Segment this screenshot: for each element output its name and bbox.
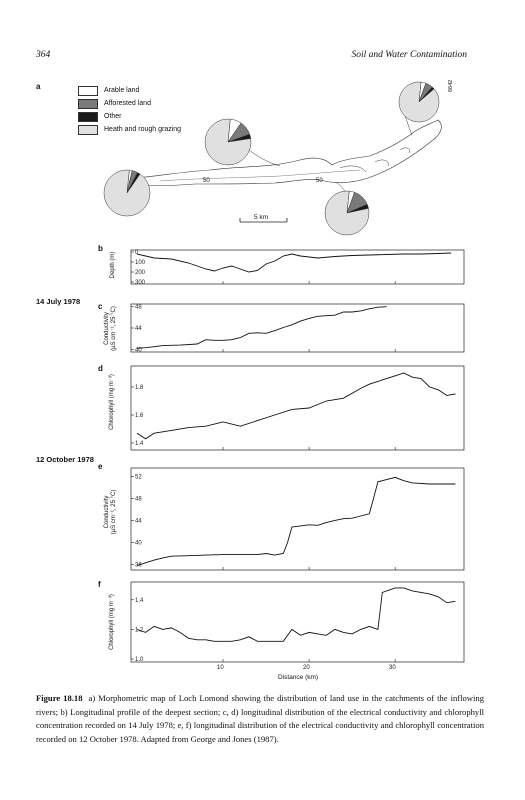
y-tick-label: 1.6 <box>135 413 144 419</box>
y-tick-label: 44 <box>135 518 142 524</box>
y-tick-label: 300 <box>135 280 146 286</box>
legend-label: Other <box>104 113 122 120</box>
legend-label: Afforested land <box>104 100 151 107</box>
figure-caption: Figure 18.18 a) Morphometric map of Loch… <box>36 692 484 746</box>
legend-item: Heath and rough grazing <box>78 123 181 136</box>
x-tick-10: 10 <box>217 665 224 671</box>
panel-c-letter: c <box>98 302 103 311</box>
legend-swatch <box>78 111 98 122</box>
panel-c-series-line <box>136 306 387 349</box>
caption-text: a) Morphometric map of Loch Lomond showi… <box>36 693 484 744</box>
panel-f-letter: f <box>98 580 101 589</box>
y-tick-label: 1.8 <box>135 385 144 391</box>
y-tick-label: 1.0 <box>135 657 144 663</box>
map-legend: Arable land Afforested land Other Heath and… <box>78 84 181 136</box>
y-tick-label: 48 <box>135 305 142 311</box>
y-tick-label: 44 <box>135 326 142 332</box>
y-tick-label: 40 <box>135 540 142 546</box>
river-lines <box>129 101 413 201</box>
y-tick-label: 200 <box>135 270 146 276</box>
loch-outline <box>134 119 442 186</box>
x-tick-30: 30 <box>389 665 396 671</box>
panel-b-series-line <box>136 252 452 273</box>
y-tick-label: 0 <box>135 250 139 256</box>
panel-f-series-line <box>136 587 456 642</box>
caption-label: Figure 18.18 <box>36 693 83 703</box>
pie-slice <box>324 190 370 236</box>
loch-islands <box>339 147 410 173</box>
legend-swatch <box>78 98 98 109</box>
legend-item: Arable land <box>78 84 181 97</box>
panel-f-frame <box>130 581 465 663</box>
panel-d-letter: d <box>98 364 103 373</box>
panel-e-letter: e <box>98 462 103 471</box>
scale-label: 5 km <box>254 214 269 221</box>
pie-slice <box>398 81 440 123</box>
y-tick-label: 40 <box>135 347 142 353</box>
legend-swatch <box>78 85 98 96</box>
panel-b-letter: b <box>98 244 103 253</box>
y-tick-label: 48 <box>135 496 142 502</box>
panel-e-frame <box>130 467 465 571</box>
panel-a-letter: a <box>36 82 41 91</box>
x-tick-20: 20 <box>303 665 310 671</box>
y-tick-label: 1.4 <box>135 598 144 604</box>
legend-item: Other <box>78 110 181 123</box>
legend-label: Arable land <box>104 87 140 94</box>
legend-label: Heath and rough grazing <box>104 126 182 133</box>
legend-item: Afforested land <box>78 97 181 110</box>
pie-slice <box>103 169 151 217</box>
y-tick-label: 52 <box>135 474 142 480</box>
depth-label-right: 50 <box>316 178 323 184</box>
page-number: 364 <box>36 50 51 60</box>
pie-slice <box>204 118 252 166</box>
depth-contour <box>159 169 361 182</box>
panel-b-frame <box>130 249 465 285</box>
date-label-october: 12 October 1978 <box>36 455 94 464</box>
y-tick-label: 1.4 <box>135 441 144 447</box>
date-label-july: 14 July 1978 <box>36 297 81 306</box>
running-title: Soil and Water Contamination <box>351 50 467 60</box>
depth-label-left: 50 <box>203 178 210 184</box>
panel-d-frame <box>130 365 465 451</box>
panel-e-series-line <box>136 476 456 567</box>
legend-swatch <box>78 124 98 135</box>
x-axis-label: Distance (km) <box>278 674 319 681</box>
panel-d-series-line <box>136 372 456 440</box>
y-tick-label: 100 <box>135 260 146 266</box>
loch-lomond-map <box>103 81 442 236</box>
